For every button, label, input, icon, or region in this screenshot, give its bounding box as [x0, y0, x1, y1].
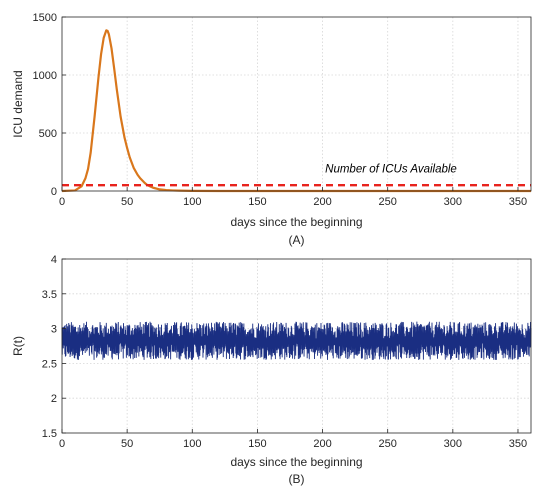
- panel-b: 0 50 100 150 200 250 300 350 1.5 2 2.5 3 3.5 4 days …: [11, 254, 532, 486]
- panel-a: 0 50 100 150 200 250 300 350 0 500 1000 1500 Numbe…: [11, 12, 532, 247]
- y-tick-label: 0: [51, 186, 57, 198]
- annotation-icu-available: Number of ICUs Available: [325, 163, 457, 175]
- x-tick-label: 200: [313, 438, 331, 450]
- x-tick-label: 50: [121, 196, 133, 208]
- caption-a: (A): [289, 233, 305, 247]
- y-tick-label: 1500: [33, 12, 57, 24]
- x-tick-label: 350: [509, 196, 527, 208]
- series-r-t: [61, 321, 532, 360]
- x-tick-label: 0: [59, 196, 65, 208]
- y-tick-label: 1.5: [42, 428, 57, 440]
- grid-a: [62, 17, 531, 191]
- y-tick-label: 3: [51, 324, 57, 336]
- x-tick-label: 0: [59, 438, 65, 450]
- x-tick-label: 100: [183, 438, 201, 450]
- caption-b: (B): [289, 472, 305, 486]
- x-tick-label: 300: [444, 438, 462, 450]
- x-tick-label: 50: [121, 438, 133, 450]
- plot-area-a: [61, 29, 531, 193]
- series-icu-demand: [61, 29, 531, 193]
- x-tick-label: 300: [444, 196, 462, 208]
- y-tick-label: 2.5: [42, 358, 57, 370]
- y-tick-label: 3.5: [42, 289, 57, 301]
- y-axis-label-b: R(t): [11, 336, 25, 356]
- y-axis-label-a: ICU demand: [11, 70, 25, 137]
- x-tick-labels-a: 0 50 100 150 200 250 300 350: [59, 187, 527, 208]
- x-tick-label: 100: [183, 196, 201, 208]
- x-tick-label: 250: [379, 196, 397, 208]
- axes-frame-a: [61, 16, 532, 192]
- plot-area-b: [61, 321, 532, 360]
- x-tick-label: 150: [248, 196, 266, 208]
- axes-frame-b: [61, 258, 532, 434]
- x-tick-labels-b: 0 50 100 150 200 250 300 350: [59, 429, 527, 450]
- y-tick-labels-b: 1.5 2 2.5 3 3.5 4: [42, 254, 66, 440]
- x-tick-label: 200: [313, 196, 331, 208]
- y-tick-label: 2: [51, 393, 57, 405]
- x-tick-label: 350: [509, 438, 527, 450]
- x-axis-label-a: days since the beginning: [230, 215, 362, 229]
- x-tick-label: 250: [379, 438, 397, 450]
- x-tick-label: 150: [248, 438, 266, 450]
- y-tick-label: 1000: [33, 70, 57, 82]
- y-tick-label: 500: [39, 128, 57, 140]
- x-axis-label-b: days since the beginning: [230, 455, 362, 469]
- y-tick-labels-a: 0 500 1000 1500: [33, 12, 66, 198]
- y-tick-label: 4: [51, 254, 57, 266]
